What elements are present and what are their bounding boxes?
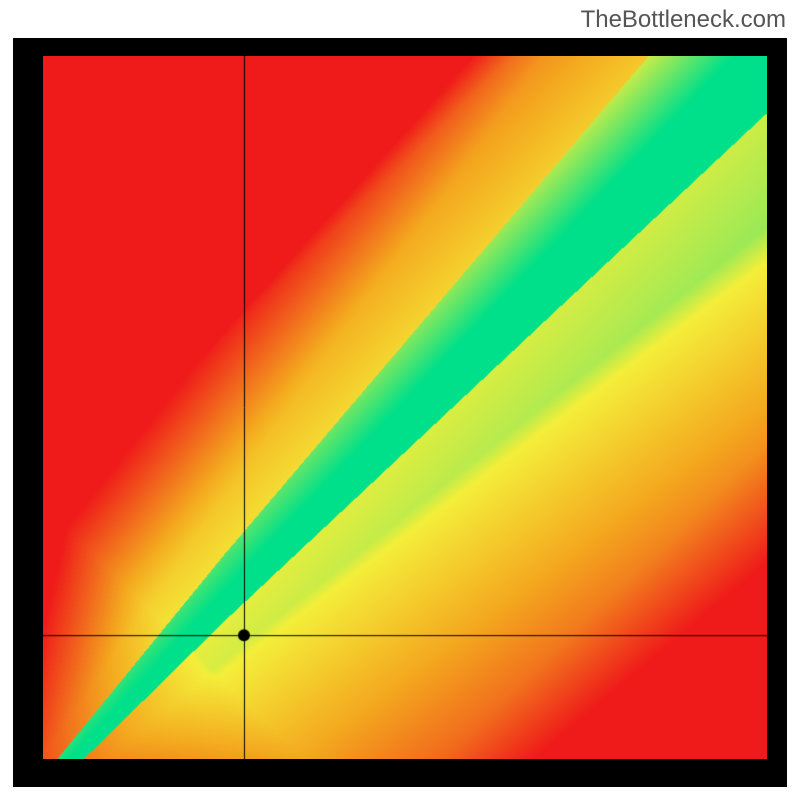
heatmap-chart: [13, 38, 787, 787]
watermark-text: TheBottleneck.com: [581, 6, 786, 34]
heatmap-canvas: [43, 56, 767, 759]
